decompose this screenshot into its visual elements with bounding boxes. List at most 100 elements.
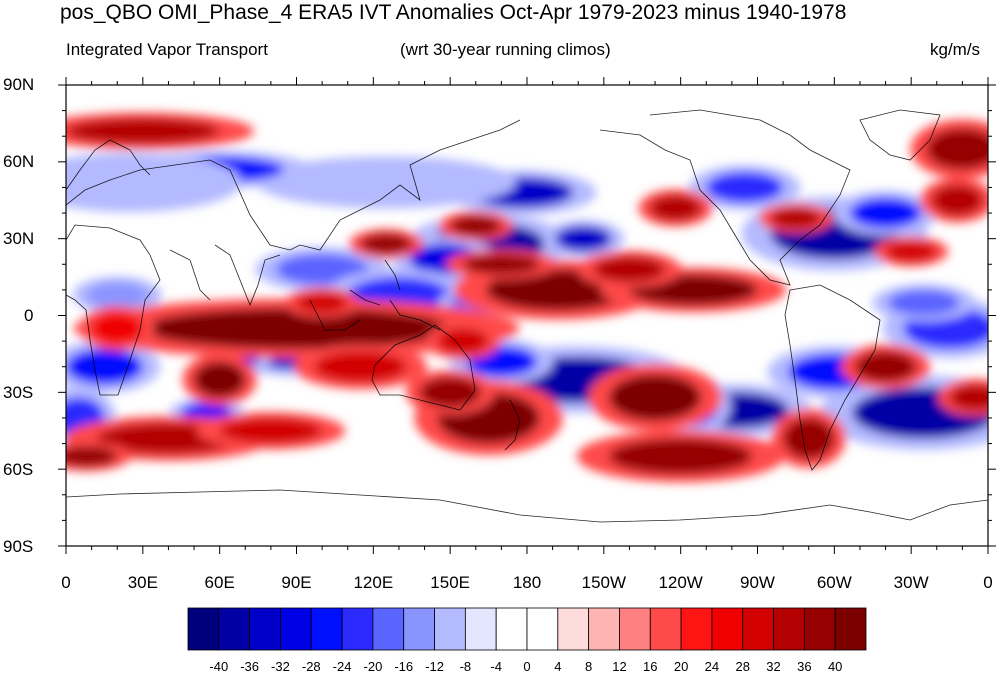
lat-label-30s: 30S [3, 383, 34, 402]
colorbar-label: 20 [673, 659, 689, 674]
lat-label-90n: 90N [3, 75, 35, 94]
maritime-continent-coastline [309, 259, 441, 331]
positive-anomaly-region [462, 254, 540, 275]
colorbar-swatch [434, 607, 466, 651]
colorbar-swatch [557, 607, 590, 651]
positive-anomaly-region [926, 128, 988, 170]
colorbar-label: 12 [612, 659, 627, 674]
positive-anomaly-region [608, 438, 753, 475]
colorbar-swatch [464, 607, 497, 651]
colorbar-label: -40 [209, 659, 229, 674]
colorbar-label: 16 [643, 659, 658, 674]
eurasia-coastline [66, 119, 521, 301]
negative-anomaly-region [296, 164, 476, 201]
positive-anomaly-region [450, 215, 502, 237]
colorbar-swatch [588, 607, 620, 651]
north-america-coastline [599, 109, 851, 286]
colorbar-swatch [310, 607, 343, 651]
colorbar-swatch [680, 607, 713, 651]
colorbar [187, 607, 867, 651]
lat-label-60n: 60N [3, 152, 35, 171]
negative-anomaly-region [555, 225, 612, 252]
positive-anomaly-region [296, 292, 348, 313]
left-subtitle: Integrated Vapor Transport [66, 40, 268, 59]
negative-anomaly-region [706, 172, 784, 203]
positive-anomaly-region [314, 351, 407, 383]
negative-anomaly-region [849, 197, 922, 229]
colorbar-swatch [803, 607, 836, 651]
colorbar-label: -16 [394, 659, 414, 674]
colorbar-label: 36 [797, 659, 812, 674]
positive-anomaly-region [593, 256, 666, 283]
colorbar-label: -24 [332, 659, 352, 674]
lat-label-30n: 30N [3, 229, 35, 248]
antarctica-coastline [66, 489, 988, 523]
positive-anomaly-region [949, 384, 988, 411]
colorbar-label: 28 [735, 659, 750, 674]
positive-anomaly-region [419, 376, 481, 408]
colorbar-label: -32 [271, 659, 290, 674]
positive-anomaly-region [219, 417, 323, 444]
positive-anomaly-region [608, 374, 702, 421]
lon-label: 180 [512, 573, 542, 592]
colorbar-label: -36 [240, 659, 260, 674]
map-field [66, 85, 988, 546]
colorbar-swatch [372, 607, 405, 651]
lat-label-60s: 60S [3, 460, 34, 479]
colorbar-swatch [218, 607, 251, 651]
indian-subcontinent-coastline [214, 244, 281, 307]
positive-anomaly-region [770, 207, 822, 229]
colorbar-swatch [187, 607, 220, 651]
colorbar-label: -20 [363, 659, 383, 674]
colorbar-label: -4 [490, 659, 502, 674]
negative-anomaly-region [66, 161, 207, 203]
colorbar-label: -28 [301, 659, 321, 674]
positive-anomaly-region [885, 241, 937, 262]
negative-anomaly-region [276, 254, 369, 285]
negative-anomaly-region [888, 289, 960, 316]
colorbar-swatch [619, 607, 651, 651]
colorbar-swatch [711, 607, 744, 651]
colorbar-swatch [403, 607, 435, 651]
units-label: kg/m/s [930, 40, 981, 59]
colorbar-swatch [773, 607, 805, 651]
australia-coastline [371, 324, 476, 411]
colorbar-swatch [280, 607, 312, 651]
positive-anomaly-region [649, 195, 702, 221]
colorbar-swatch [495, 607, 528, 651]
colorbar-label: 40 [827, 659, 843, 674]
lon-label: 60W [816, 573, 852, 592]
colorbar-swatch [742, 607, 774, 651]
negative-anomaly-region [86, 282, 148, 308]
positive-anomaly-region [783, 417, 835, 459]
positive-anomaly-region [194, 361, 246, 398]
lon-label: 120W [658, 573, 703, 592]
colorbar-swatch [249, 607, 281, 651]
lon-label: 0 [61, 573, 71, 592]
colorbar-label: 32 [766, 659, 781, 674]
lon-label: 30E [127, 573, 158, 592]
lon-label: 90E [281, 573, 312, 592]
positive-anomaly-region [66, 446, 118, 467]
colorbar-label: -12 [425, 659, 444, 674]
colorbar-swatch [341, 607, 374, 651]
negative-anomaly-region [66, 348, 143, 385]
africa-coastline [66, 224, 161, 396]
positive-anomaly-region [854, 351, 917, 383]
colorbar-label: 8 [585, 659, 593, 674]
positive-anomaly-region [931, 184, 983, 216]
colorbar-label: 0 [523, 659, 531, 674]
colorbar-label: -8 [459, 659, 472, 674]
map-title: pos_QBO OMI_Phase_4 ERA5 IVT Anomalies O… [60, 1, 847, 24]
positive-anomaly-region [142, 307, 451, 349]
center-subtitle: (wrt 30-year running climos) [400, 40, 611, 59]
lat-label-eq: 0 [24, 306, 34, 325]
colorbar-swatch [649, 607, 682, 651]
lon-label: 150W [581, 573, 627, 592]
lon-label: 0 [983, 573, 993, 592]
lon-label: 120E [353, 573, 394, 592]
colorbar-swatch [526, 607, 559, 651]
positive-anomaly-region [91, 312, 143, 344]
lon-label: 90W [740, 573, 775, 592]
